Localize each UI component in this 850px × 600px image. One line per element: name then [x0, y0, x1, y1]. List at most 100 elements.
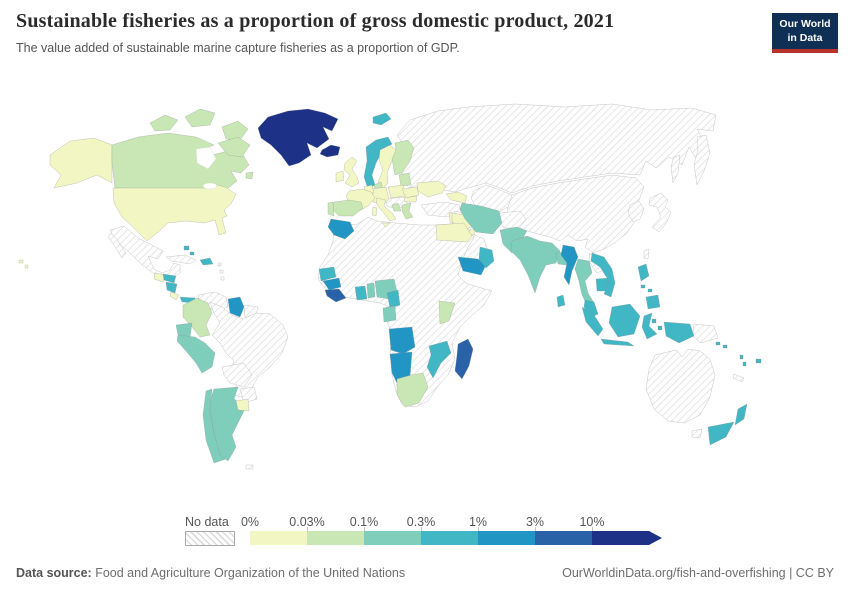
country-taiwan[interactable]	[643, 248, 650, 260]
country-guatemala[interactable]	[153, 272, 166, 283]
island-tasmania[interactable]	[691, 428, 703, 439]
island-java[interactable]	[600, 338, 635, 347]
islands-svalbard[interactable]	[372, 112, 392, 126]
country-paraguay[interactable]	[239, 386, 258, 404]
country-united-states[interactable]	[112, 183, 237, 242]
country-madagascar[interactable]	[454, 338, 474, 380]
country-greece[interactable]	[401, 202, 414, 220]
country-costa-rica[interactable]	[169, 291, 180, 301]
country-angola[interactable]	[388, 326, 416, 355]
legend-bin-2[interactable]	[364, 531, 421, 545]
legend-bin-5[interactable]	[535, 531, 592, 545]
region-georgia-azerbaijan[interactable]	[445, 191, 468, 204]
country-greenland[interactable]	[257, 108, 339, 167]
island-sardinia[interactable]	[371, 206, 378, 217]
country-colombia[interactable]	[182, 297, 213, 338]
legend-bin-3[interactable]	[421, 531, 478, 545]
country-korea[interactable]	[627, 200, 645, 223]
islands-solomon[interactable]	[715, 341, 728, 349]
country-togo-benin[interactable]	[366, 282, 376, 299]
islands-fiji[interactable]	[755, 358, 762, 364]
country-india[interactable]	[510, 235, 561, 294]
region-baltic-states[interactable]	[398, 172, 412, 187]
country-russia-sakhalin[interactable]	[670, 154, 681, 184]
country-spain[interactable]	[331, 199, 364, 217]
country-mexico-baja[interactable]	[107, 232, 127, 259]
islands-falkland[interactable]	[245, 464, 254, 470]
islands-bahamas[interactable]	[183, 245, 195, 256]
country-sri-lanka[interactable]	[556, 294, 566, 308]
country-honduras[interactable]	[162, 273, 177, 284]
country-cameroon[interactable]	[386, 289, 401, 309]
island-mindanao[interactable]	[645, 294, 661, 310]
islands-vanuatu[interactable]	[739, 354, 747, 367]
country-iran[interactable]	[459, 202, 503, 235]
island-sumatra[interactable]	[581, 306, 604, 337]
legend-no-data-swatch[interactable]	[185, 531, 235, 546]
country-japan[interactable]	[648, 192, 672, 233]
country-bulgaria[interactable]	[403, 195, 418, 203]
country-yemen[interactable]	[457, 256, 487, 276]
country-south-africa[interactable]	[396, 372, 429, 408]
country-canada-arctic-2[interactable]	[184, 108, 216, 128]
country-nicaragua[interactable]	[165, 281, 178, 294]
country-sierra-leone-liberia[interactable]	[324, 288, 347, 303]
country-portugal[interactable]	[327, 201, 335, 217]
island-luzon[interactable]	[637, 263, 650, 282]
country-sweden[interactable]	[377, 144, 397, 190]
country-brazil[interactable]	[209, 301, 289, 398]
country-central-asia[interactable]	[470, 184, 513, 213]
country-dominican-republic[interactable]	[199, 257, 214, 266]
country-peru[interactable]	[176, 334, 216, 374]
country-vietnam[interactable]	[590, 252, 616, 298]
country-papua-new-guinea[interactable]	[692, 323, 719, 344]
island-new-caledonia[interactable]	[732, 373, 745, 383]
islands-moluccas[interactable]	[651, 318, 663, 331]
country-myanmar[interactable]	[560, 244, 579, 286]
legend-bin-0[interactable]	[250, 531, 307, 545]
country-cuba[interactable]	[165, 254, 197, 265]
country-guyana[interactable]	[227, 296, 245, 318]
country-australia[interactable]	[645, 348, 716, 424]
region-west-papua[interactable]	[663, 321, 695, 344]
country-new-zealand-north[interactable]	[734, 403, 748, 426]
country-oman[interactable]	[478, 246, 495, 269]
country-norway[interactable]	[363, 136, 393, 190]
country-croatia[interactable]	[391, 202, 402, 212]
country-united-kingdom[interactable]	[343, 156, 360, 188]
country-italy[interactable]	[375, 197, 397, 222]
country-senegal[interactable]	[318, 266, 337, 282]
island-borneo[interactable]	[608, 303, 641, 338]
country-kenya[interactable]	[438, 300, 456, 325]
country-canada-baffin[interactable]	[217, 136, 251, 158]
country-morocco[interactable]	[327, 218, 355, 240]
country-ghana[interactable]	[354, 285, 368, 301]
country-canada-newfoundland[interactable]	[245, 171, 254, 180]
islands-lesser-antilles[interactable]	[217, 262, 225, 281]
country-ukraine[interactable]	[416, 180, 447, 198]
country-new-zealand-south[interactable]	[707, 421, 735, 446]
country-canada-arctic-1[interactable]	[149, 114, 179, 132]
owid-logo[interactable]: Our World in Data	[772, 13, 838, 54]
country-iceland[interactable]	[319, 144, 341, 158]
footer-link[interactable]: OurWorldinData.org/fish-and-overfishing …	[562, 566, 834, 580]
country-romania[interactable]	[401, 186, 420, 199]
legend-bin-6[interactable]	[592, 531, 649, 545]
island-sulawesi[interactable]	[641, 312, 658, 340]
islands-visayas[interactable]	[640, 284, 653, 293]
country-uruguay[interactable]	[235, 398, 250, 412]
country-finland[interactable]	[391, 139, 415, 176]
country-united-states-alaska[interactable]	[49, 137, 113, 189]
island-sicily[interactable]	[381, 222, 391, 228]
country-russia-kamchatka[interactable]	[693, 134, 711, 186]
islands-hawaii[interactable]	[18, 259, 29, 269]
legend-bin-4[interactable]	[478, 531, 535, 545]
country-gabon[interactable]	[382, 305, 397, 323]
country-egypt[interactable]	[435, 222, 473, 243]
country-bolivia[interactable]	[221, 362, 253, 388]
country-mexico[interactable]	[109, 225, 181, 279]
country-guinea[interactable]	[322, 277, 342, 291]
country-poland[interactable]	[387, 184, 406, 199]
country-mozambique[interactable]	[426, 340, 452, 379]
legend-bin-1[interactable]	[307, 531, 364, 545]
